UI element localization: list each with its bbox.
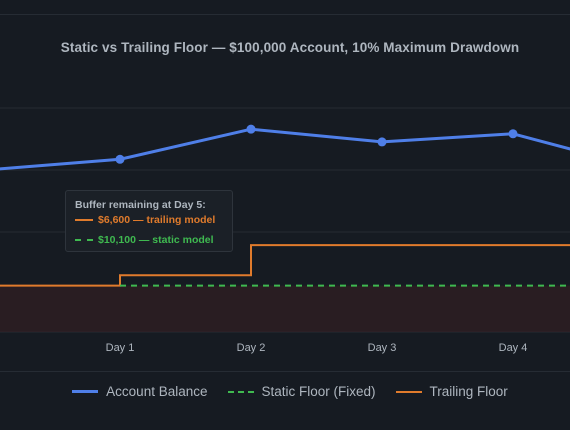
callout-trailing-row: $6,600 — trailing model (75, 214, 215, 226)
buffer-callout: Buffer remaining at Day 5: $6,600 — trai… (65, 190, 233, 252)
x-tick-label: Day 3 (368, 342, 397, 354)
breach-zone-fill (0, 285, 570, 332)
x-axis-ticks: Day 1 Day 2 Day 3 Day 4 (106, 342, 528, 354)
x-tick-label: Day 1 (106, 342, 135, 354)
callout-static-row: $10,100 — static model (75, 234, 214, 246)
callout-trailing-swatch (75, 219, 93, 221)
balance-point-1 (115, 154, 125, 164)
legend-swatch-trailing (395, 390, 422, 393)
callout-static-swatch (75, 239, 93, 241)
legend-swatch-balance (72, 390, 99, 393)
legend-swatch-static (227, 390, 254, 393)
legend: Account Balance Static Floor (Fixed) Tra… (0, 384, 570, 399)
trailing-floor-line (0, 244, 570, 287)
floor-series (0, 244, 570, 287)
x-tick-label: Day 4 (499, 342, 528, 354)
callout-static-text: $10,100 — static model (98, 234, 214, 246)
balance-point-2 (246, 124, 256, 134)
legend-item-static[interactable]: Static Floor (Fixed) (227, 384, 376, 399)
balance-series (0, 124, 570, 171)
legend-label-balance: Account Balance (106, 384, 208, 399)
balance-point-4 (508, 129, 518, 139)
legend-divider (0, 371, 570, 372)
chart-title: Static vs Trailing Floor — $100,000 Acco… (60, 40, 520, 55)
x-tick-label: Day 2 (237, 342, 266, 354)
balance-line (0, 127, 570, 171)
legend-label-static: Static Floor (Fixed) (261, 384, 376, 399)
callout-title: Buffer remaining at Day 5: (75, 199, 206, 211)
balance-point-3 (377, 137, 387, 147)
breach-zone (0, 285, 570, 332)
legend-item-trailing[interactable]: Trailing Floor (395, 384, 508, 399)
legend-label-trailing: Trailing Floor (429, 384, 508, 399)
legend-item-balance[interactable]: Account Balance (72, 384, 208, 399)
top-divider (0, 14, 570, 15)
callout-trailing-text: $6,600 — trailing model (98, 214, 216, 226)
